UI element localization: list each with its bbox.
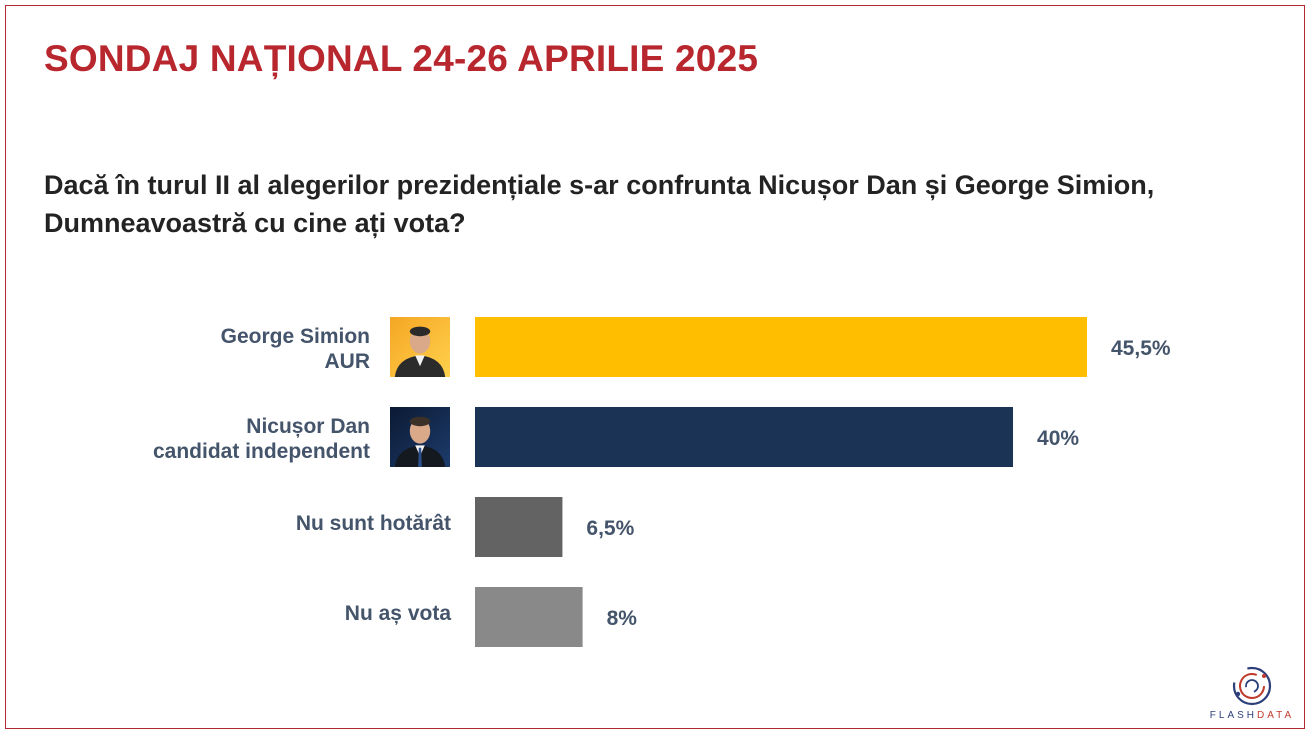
category-label: Nu aș vota: [345, 602, 452, 625]
bar-value-label: 6,5%: [586, 517, 634, 540]
bar: [475, 497, 563, 557]
bar-value-label: 45,5%: [1111, 337, 1171, 360]
category-label: candidat independent: [153, 440, 370, 463]
bar: [475, 587, 583, 647]
flashdata-logo: FLASHDATA: [1200, 664, 1304, 724]
category-label: AUR: [325, 350, 371, 373]
slide-title: SONDAJ NAȚIONAL 24-26 APRILIE 2025: [44, 38, 759, 79]
candidate-photo-nicusor-dan-icon: [390, 407, 450, 467]
candidate-photo-george-simion-icon: [390, 317, 450, 377]
slide-frame: [5, 5, 1305, 729]
category-label: George Simion: [221, 325, 370, 348]
bar: [475, 407, 1014, 467]
bar-value-label: 40%: [1037, 427, 1079, 450]
survey-question: Dacă în turul II al alegerilor prezidenț…: [44, 170, 1155, 238]
brand-text-main: FLASH: [1209, 710, 1258, 721]
brand-text-accent: DATA: [1257, 710, 1295, 721]
category-label: Nu sunt hotărât: [296, 512, 451, 535]
bar-value-label: 8%: [607, 607, 638, 630]
category-label: Nicușor Dan: [246, 415, 370, 438]
flashdata-swirl-icon: [1232, 666, 1272, 706]
flashdata-wordmark: FLASHDATA: [1200, 710, 1304, 721]
bar: [475, 317, 1087, 377]
